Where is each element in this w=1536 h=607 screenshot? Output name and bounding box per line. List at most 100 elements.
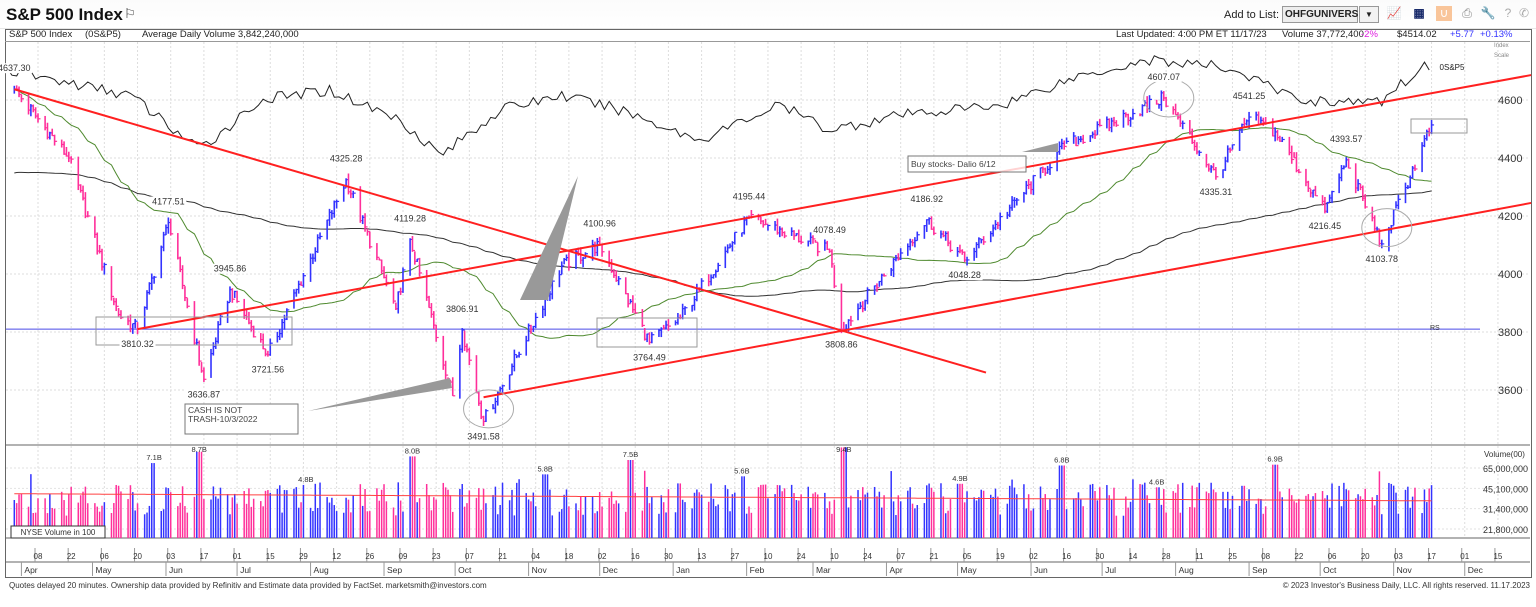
price-label-bg	[119, 339, 156, 350]
chevron-down-icon[interactable]: ▼	[1359, 6, 1379, 23]
date-tick-label: 16	[631, 552, 640, 561]
price-label-bg	[1306, 221, 1343, 232]
month-label: Aug	[314, 565, 329, 575]
date-tick-label: 21	[498, 552, 507, 561]
help-icon[interactable]: ?	[1504, 6, 1512, 20]
price: $4514.02	[1397, 29, 1437, 40]
volume-label: 7.1B	[146, 453, 161, 462]
volume-label: 6.8B	[1054, 455, 1069, 464]
price-change: +5.77	[1450, 29, 1475, 40]
annotation-box	[907, 155, 1027, 173]
chart-line-icon[interactable]: 📈	[1386, 6, 1402, 20]
month-label: Nov	[532, 565, 548, 575]
annotation-text: TRASH-10/3/2022	[188, 414, 258, 424]
series-label: 0S&P5	[1440, 63, 1465, 72]
date-tick-label: 18	[564, 552, 573, 561]
price-label-bg	[908, 193, 945, 204]
price-label: 4607.07	[1147, 72, 1180, 82]
month-label: Dec	[1468, 565, 1484, 575]
price-axis-label: 3600	[1498, 385, 1522, 397]
volume-label: 5.8B	[537, 464, 552, 473]
month-label: Feb	[750, 565, 765, 575]
price-label-bg	[581, 218, 618, 229]
date-tick-label: 20	[133, 552, 142, 561]
price-label: 4103.78	[1366, 254, 1399, 264]
month-label: Jul	[240, 565, 251, 575]
date-tick-label: 17	[199, 552, 208, 561]
price-label-bg	[465, 431, 502, 442]
highlight-box	[95, 316, 293, 346]
month-label: Jan	[676, 565, 690, 575]
highlight-circle	[1143, 78, 1195, 118]
date-tick-label: 07	[465, 552, 474, 561]
chart-frame	[5, 29, 1532, 578]
date-tick-label: 26	[365, 552, 374, 561]
date-tick-label: 11	[1195, 552, 1204, 561]
price-axis-label: 4600	[1498, 95, 1522, 107]
volume-label: 8.7B	[191, 445, 206, 454]
info-bar: S&P 500 Index (0S&P5) Average Daily Volu…	[5, 29, 1530, 42]
volume-legend-box	[10, 525, 106, 539]
arrow-pointer	[308, 378, 452, 411]
print-icon[interactable]: ⎙	[1462, 6, 1472, 20]
month-label: Sep	[387, 565, 402, 575]
price-label: 3806.91	[446, 304, 479, 314]
price-change-pct: +0.13%	[1480, 29, 1513, 40]
price-label: 4078.49	[813, 225, 846, 235]
month-label: Aug	[1179, 565, 1194, 575]
month-label: Mar	[816, 565, 831, 575]
flag-icon[interactable]: ⚐	[124, 6, 136, 21]
overlay-icon[interactable]: ∪	[1436, 6, 1452, 21]
price-label-bg	[631, 352, 668, 363]
volume-label: 5.6B	[734, 466, 749, 475]
date-tick-label: 12	[332, 552, 341, 561]
volume: Volume 37,772,400	[1282, 29, 1364, 40]
price-label: 4100.96	[583, 219, 616, 229]
price-label: 4216.45	[1309, 221, 1342, 231]
price-label-bg	[328, 153, 365, 164]
price-label: 4637.30	[0, 63, 31, 73]
arrow-pointer	[520, 176, 578, 300]
trendline	[137, 74, 1532, 331]
date-tick-label: 03	[1394, 552, 1403, 561]
price-label-bg	[150, 196, 187, 207]
price-label: 3491.58	[467, 431, 500, 441]
month-label: Sep	[1252, 565, 1267, 575]
date-tick-label: 02	[598, 552, 607, 561]
volume-label: 4.6B	[1149, 477, 1164, 486]
phone-icon[interactable]: ✆	[1518, 6, 1530, 20]
rs-label: RS	[1430, 325, 1440, 332]
price-label-bg	[1363, 253, 1400, 264]
page-title: S&P 500 Index	[6, 5, 123, 24]
date-tick-label: 28	[1162, 552, 1171, 561]
highlight-box	[596, 317, 698, 348]
price-label: 4048.28	[948, 270, 981, 280]
price-label: 4393.57	[1330, 134, 1363, 144]
trendline	[14, 88, 987, 374]
wrench-icon[interactable]: 🔧	[1480, 6, 1496, 20]
date-tick-label: 09	[399, 552, 408, 561]
volume-axis-title: Volume(00)	[1484, 450, 1525, 459]
price-label: 4335.31	[1200, 187, 1233, 197]
volume-axis-label: 21,800,000	[1483, 525, 1528, 535]
price-label: 3721.56	[252, 365, 285, 375]
date-tick-label: 08	[34, 552, 43, 561]
date-tick-label: 25	[1228, 552, 1237, 561]
list-select[interactable]: OHFGUNIVERSE	[1282, 6, 1365, 23]
volume-label: 4.8B	[298, 475, 313, 484]
date-tick-label: 01	[1460, 552, 1469, 561]
annotation-text: Buy stocks- Dalio 6/12	[911, 159, 996, 169]
top-bar: S&P 500 Index ⚐ Add to List: OHFGUNIVERS…	[0, 0, 1536, 29]
date-tick-label: 06	[1328, 552, 1337, 561]
layout-grid-icon[interactable]: ▦	[1413, 6, 1425, 20]
date-tick-label: 15	[1493, 552, 1502, 561]
price-label: 4325.28	[330, 154, 363, 164]
price-label: 3764.49	[633, 352, 666, 362]
date-tick-label: 14	[1128, 552, 1137, 561]
date-tick-label: 30	[1095, 552, 1104, 561]
symbol: (0S&P5)	[85, 29, 121, 40]
volume-change: -2%	[1361, 29, 1378, 40]
footer-copyright: © 2023 Investor's Business Daily, LLC. A…	[1282, 581, 1530, 590]
month-label: May	[96, 565, 113, 575]
